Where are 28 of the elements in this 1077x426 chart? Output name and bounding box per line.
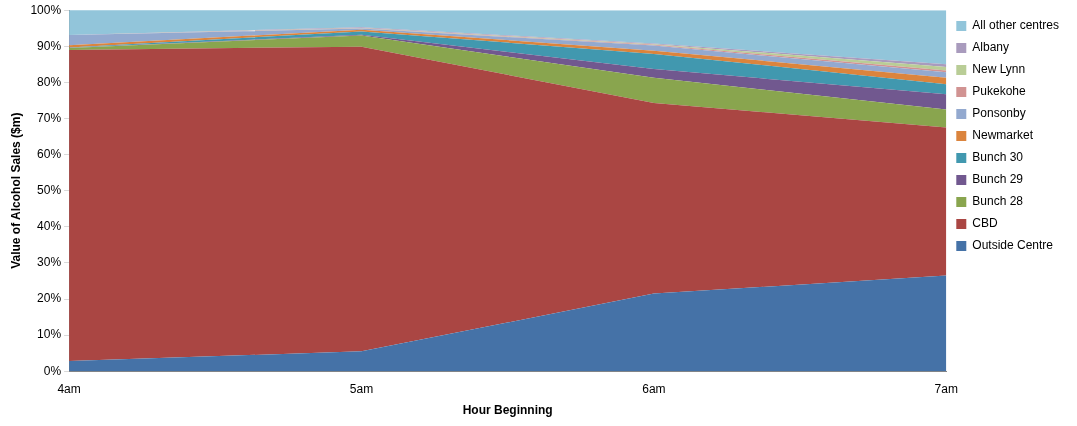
- y-tick-label: 100%: [30, 2, 62, 17]
- legend-label: Albany: [972, 40, 1009, 55]
- x-tick-label: 5am: [349, 381, 374, 396]
- legend-label: Outside Centre: [972, 238, 1054, 253]
- y-tick-label: 80%: [37, 74, 62, 89]
- legend-label: CBD: [972, 216, 998, 231]
- y-tick-label: 20%: [37, 291, 62, 306]
- y-tick-label: 50%: [37, 183, 62, 198]
- y-tick-label: 60%: [37, 146, 62, 161]
- legend-label: Ponsonby: [972, 106, 1026, 121]
- legend-label: Bunch 29: [972, 172, 1024, 187]
- legend-label: New Lynn: [972, 62, 1026, 77]
- y-tick-label: 0%: [43, 363, 62, 378]
- y-tick-label: 90%: [37, 38, 62, 53]
- legend-label: All other centres: [972, 18, 1060, 33]
- legend-label: Newmarket: [972, 128, 1034, 143]
- legend-label: Bunch 28: [972, 194, 1024, 209]
- y-tick-label: 10%: [37, 327, 62, 342]
- x-tick-label: 6am: [642, 381, 666, 396]
- legend-label: Pukekohe: [972, 84, 1026, 99]
- x-tick-label: 7am: [934, 381, 958, 396]
- y-axis-title: Value of Alcohol Sales ($m): [8, 112, 23, 269]
- y-tick-label: 30%: [37, 255, 62, 270]
- x-tick-label: 4am: [57, 381, 81, 396]
- legend-label: Bunch 30: [972, 150, 1024, 165]
- y-tick-label: 40%: [37, 219, 62, 234]
- y-tick-label: 70%: [37, 110, 62, 125]
- x-axis-title: Hour Beginning: [462, 403, 553, 418]
